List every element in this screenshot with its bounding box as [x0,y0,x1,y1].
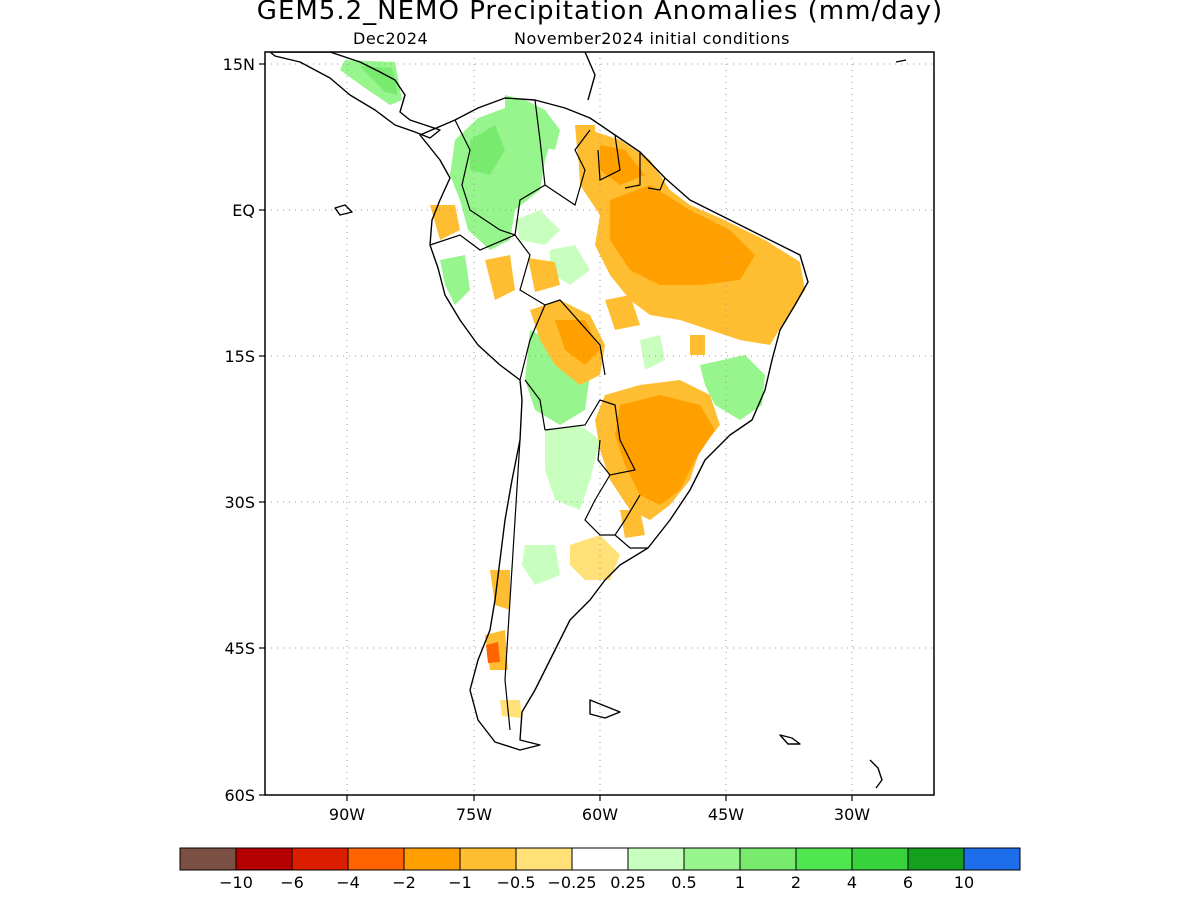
colorbar-label: 0.25 [610,873,646,892]
colorbar-swatch [851,847,909,871]
colorbar-label: −0.25 [547,873,596,892]
colorbar-label: −10 [219,873,253,892]
country-borders [429,99,666,731]
lat-label-15n: 15N [223,55,255,74]
colorbar-label: −0.5 [497,873,536,892]
colorbar-swatch [403,847,461,871]
lat-label-45s: 45S [224,639,255,658]
colorbar-swatch [627,847,685,871]
axis-ticks [259,63,853,801]
colorbar-swatch [515,847,573,871]
colorbar-label: −6 [280,873,304,892]
colorbar-label: 0.5 [671,873,696,892]
colorbar-swatch [347,847,405,871]
map-title: GEM5.2_NEMO Precipitation Anomalies (mm/… [256,0,944,26]
colorbar-swatch [459,847,517,871]
colorbar-swatch [907,847,965,871]
colorbar-label: 2 [791,873,801,892]
lon-label-45w: 45W [708,805,744,824]
colorbar-swatch [683,847,741,871]
negative-anomaly-regions [430,125,805,718]
colorbar-label: 6 [903,873,913,892]
colorbar-label: −2 [392,873,416,892]
colorbar-swatch [291,847,349,871]
lat-label-60s: 60S [224,786,255,805]
lon-label-30w: 30W [834,805,870,824]
central-america-land [270,52,440,138]
initial-conditions-label: November2024 initial conditions [514,29,790,48]
lon-label-60w: 60W [582,805,618,824]
lat-label-15s: 15S [224,347,255,366]
colorbar-swatch [739,847,797,871]
colorbar-swatch [571,847,629,871]
coastlines [269,52,907,789]
colorbar-label: 1 [735,873,745,892]
lat-label-eq: EQ [232,201,255,220]
colorbar-swatch [235,847,293,871]
colorbar-swatch [179,847,237,871]
colorbar-swatch [963,847,1021,871]
colorbar-label: 4 [847,873,857,892]
colorbar-label: 10 [954,873,974,892]
lon-label-90w: 90W [329,805,365,824]
colorbar-label: −1 [448,873,472,892]
forecast-month: Dec2024 [353,29,429,48]
colorbar-label: −4 [336,873,360,892]
lat-label-30s: 30S [224,493,255,512]
lon-label-75w: 75W [456,805,492,824]
colorbar: −10 −6 −4 −2 −1 −0.5 −0.25 0.25 0.5 1 2 4 6 10 [179,847,1021,892]
colorbar-swatch [795,847,853,871]
